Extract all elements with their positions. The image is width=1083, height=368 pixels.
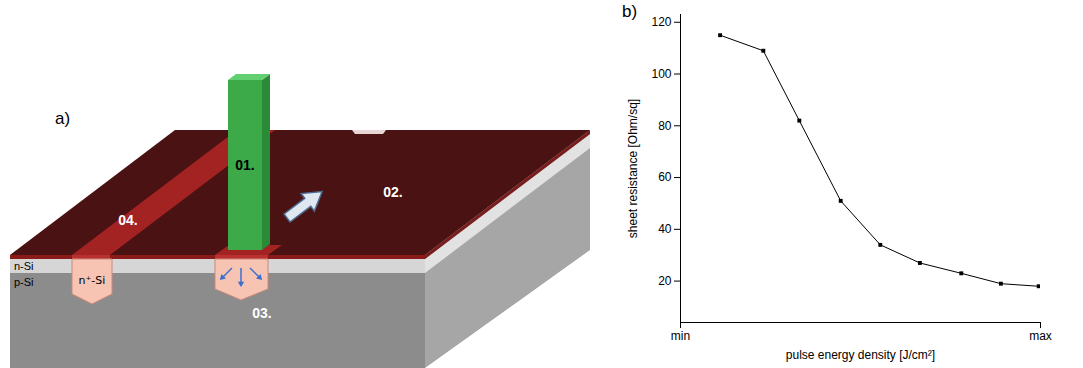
svg-text:n-Si: n-Si: [14, 260, 34, 272]
svg-text:a): a): [55, 109, 70, 128]
svg-text:01.: 01.: [235, 157, 254, 173]
svg-text:max: max: [1029, 329, 1052, 343]
svg-text:p-Si: p-Si: [14, 276, 34, 288]
svg-text:80: 80: [658, 119, 672, 133]
svg-text:pulse energy density [J/cm²]: pulse energy density [J/cm²]: [786, 348, 935, 362]
svg-text:60: 60: [658, 170, 672, 184]
svg-text:sheet resistance [Ohm/sq]: sheet resistance [Ohm/sq]: [626, 99, 640, 238]
svg-text:120: 120: [651, 15, 671, 29]
svg-text:03.: 03.: [252, 305, 271, 321]
svg-text:min: min: [671, 329, 690, 343]
svg-text:100: 100: [651, 67, 671, 81]
svg-text:02.: 02.: [383, 184, 402, 200]
svg-text:20: 20: [658, 274, 672, 288]
svg-text:n⁺-Si: n⁺-Si: [79, 274, 106, 287]
svg-text:40: 40: [658, 222, 672, 236]
html-text:b): b): [622, 2, 638, 21]
svg-text:04.: 04.: [118, 212, 137, 228]
